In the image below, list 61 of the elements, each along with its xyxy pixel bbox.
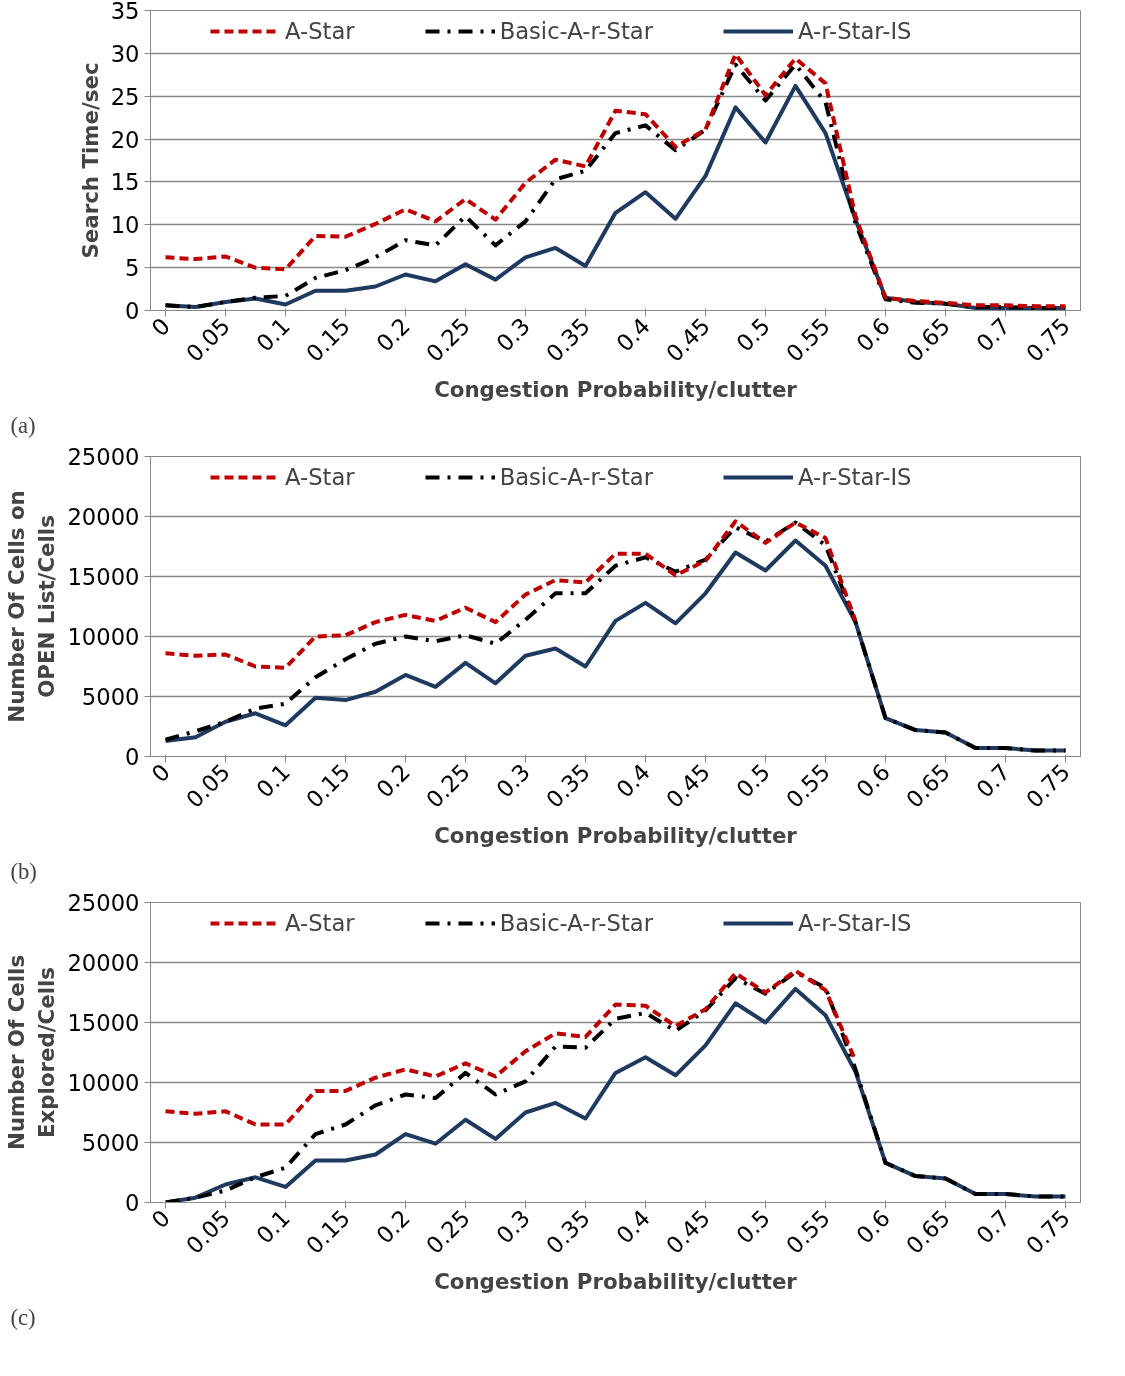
y-tick-label: 10 (110, 212, 140, 239)
y-tick-label: 25000 (67, 890, 140, 916)
x-tick-label: 0.6 (851, 1204, 896, 1249)
y-tick-label: 15 (110, 169, 140, 196)
x-tick-label: 0.2 (371, 1204, 416, 1249)
x-tick-label: 0.4 (611, 1204, 656, 1249)
legend-label: A-r-Star-IS (797, 18, 912, 44)
x-tick-label: 0.7 (971, 312, 1016, 357)
x-tick-label: 0.1 (251, 312, 296, 357)
x-tick-label: 0.4 (611, 312, 656, 357)
x-tick-label: 0 (146, 758, 176, 788)
y-tick-label: 20000 (67, 504, 140, 530)
y-tick-label: 20000 (67, 950, 140, 976)
x-tick-label: 0.5 (731, 758, 776, 803)
y-axis-title: Number Of Cells Explored/Cells (4, 954, 60, 1151)
legend-label: A-Star (285, 910, 355, 936)
legend-label: Basic-A-r-Star (499, 18, 653, 44)
y-tick-label: 5 (125, 255, 140, 282)
x-tick-label: 0.3 (491, 1204, 536, 1249)
legend-label: A-Star (285, 464, 355, 490)
y-axis-title: Number Of Cells on OPEN List/Cells (4, 490, 60, 723)
y-tick-label: 20 (110, 126, 140, 153)
x-tick-label: 0.3 (491, 758, 536, 803)
x-axis-title: Congestion Probability/clutter (434, 1269, 798, 1295)
y-axis-title: Search Time/sec (77, 62, 103, 259)
x-tick-label: 0 (146, 1204, 176, 1234)
x-tick-label: 0.7 (971, 1204, 1016, 1249)
legend-label: A-r-Star-IS (797, 910, 912, 936)
x-tick-label: 0.2 (371, 758, 416, 803)
x-axis-title: Congestion Probability/clutter (434, 377, 798, 403)
x-tick-label: 0.2 (371, 312, 416, 357)
y-tick-label: 5000 (81, 1130, 140, 1156)
y-tick-label: 25 (110, 83, 140, 110)
legend-label: A-Star (285, 18, 355, 44)
legend-label: Basic-A-r-Star (499, 464, 653, 490)
x-tick-label: 0 (146, 312, 176, 342)
x-axis-title: Congestion Probability/clutter (434, 823, 798, 849)
x-tick-label: 0.5 (731, 312, 776, 357)
x-tick-label: 0.6 (851, 312, 896, 357)
x-tick-label: 0.4 (611, 758, 656, 803)
x-tick-label: 0.3 (491, 312, 536, 357)
y-tick-label: 25000 (67, 444, 140, 470)
line-series (163, 968, 858, 1127)
y-tick-label: 10000 (67, 1070, 140, 1096)
text: (b) (10, 858, 37, 884)
x-tick-label: 0.1 (251, 758, 296, 803)
y-tick-label: 35 (110, 0, 140, 24)
legend-label: A-r-Star-IS (797, 464, 912, 490)
y-tick-label: 15000 (67, 1010, 140, 1036)
legend-label: Basic-A-r-Star (499, 910, 653, 936)
x-tick-label: 0.6 (851, 758, 896, 803)
y-tick-label: 5000 (81, 684, 140, 710)
text: (c) (10, 1304, 36, 1330)
text: (a) (10, 412, 36, 438)
y-tick-label: 15000 (67, 564, 140, 590)
line-series (163, 519, 858, 670)
y-tick-label: 10000 (67, 624, 140, 650)
x-tick-label: 0.7 (971, 758, 1016, 803)
x-tick-label: 0.5 (731, 1204, 776, 1249)
y-tick-label: 30 (110, 40, 140, 67)
x-tick-label: 0.1 (251, 1204, 296, 1249)
